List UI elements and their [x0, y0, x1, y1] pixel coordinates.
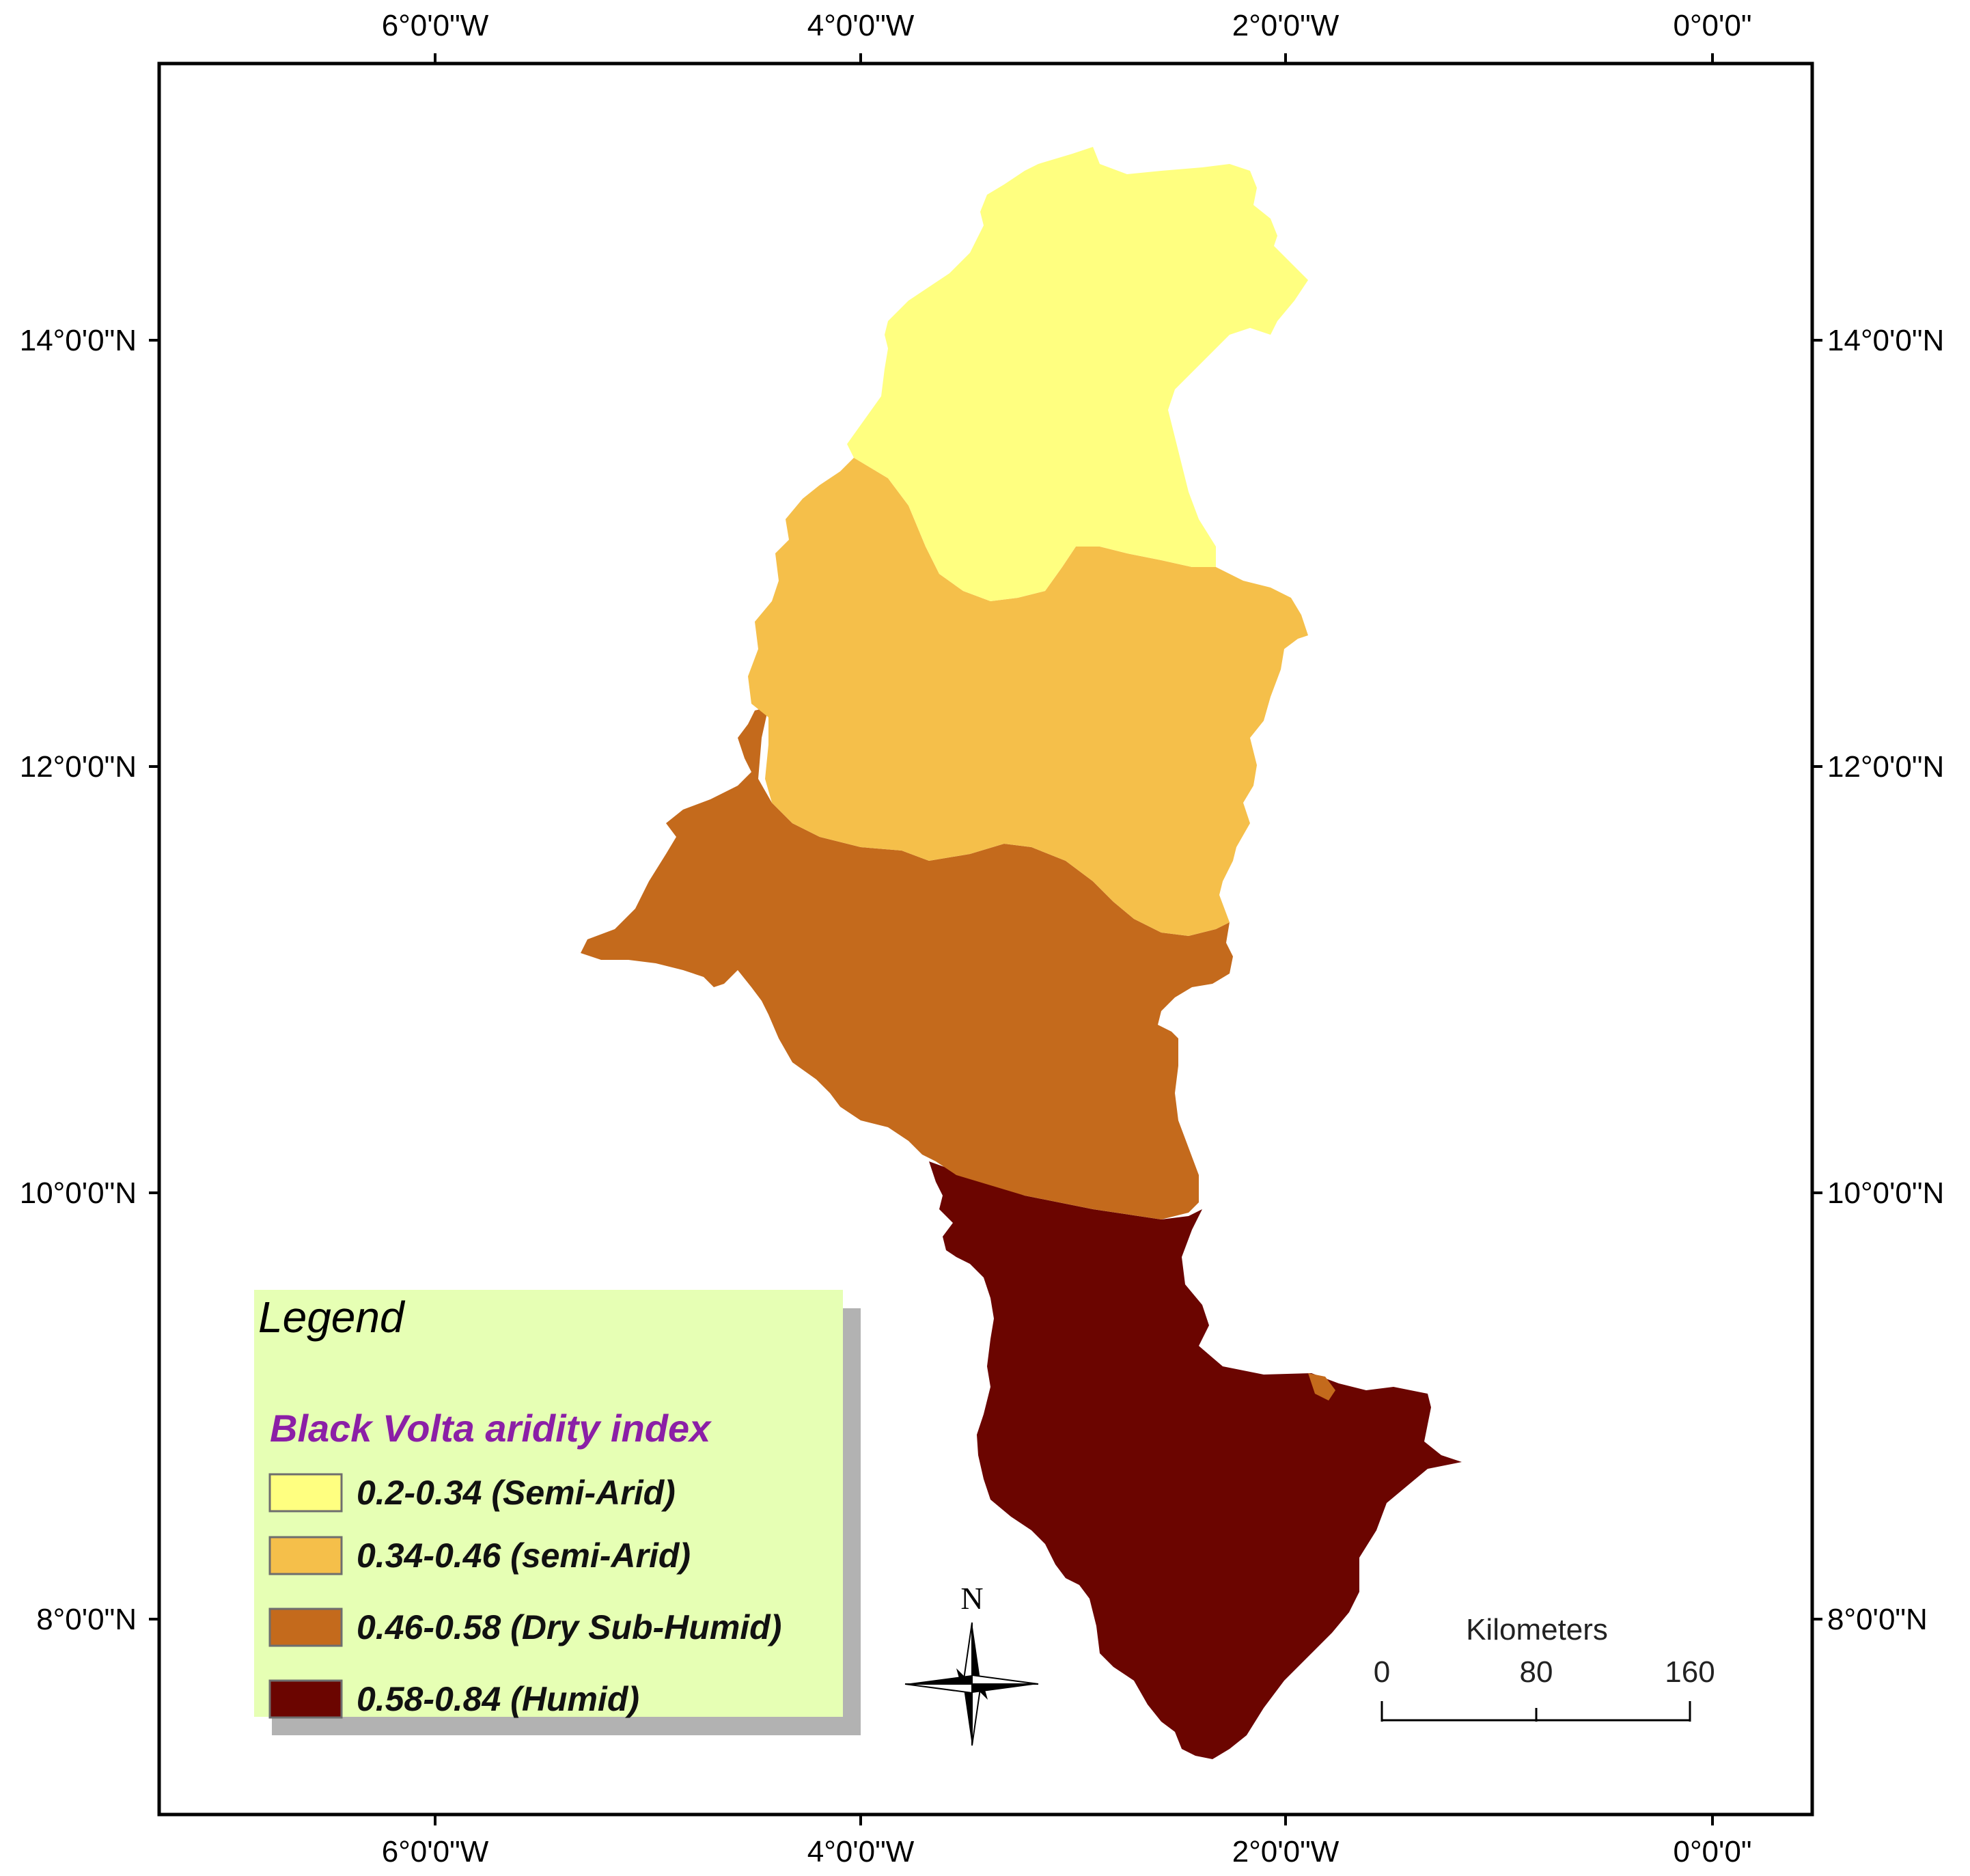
legend-item-label: 0.34-0.46 (semi-Arid): [357, 1536, 691, 1575]
legend-swatch: [268, 1608, 343, 1647]
scale-tick-label: 80: [1520, 1655, 1553, 1689]
right-tick-label: 10°0'0"N: [1827, 1176, 1944, 1210]
legend-box: [254, 1290, 843, 1717]
legend-swatch: [268, 1679, 343, 1719]
scale-unit: Kilometers: [1466, 1613, 1608, 1646]
zone-semi-arid-middle: [748, 458, 1308, 936]
bottom-tick-label: 4°0'0"W: [807, 1835, 915, 1868]
left-tick-label: 14°0'0"N: [20, 324, 137, 357]
legend-item: 0.58-0.84 (Humid): [268, 1679, 639, 1719]
zone-semi-arid-north: [847, 147, 1308, 601]
right-tick-label: 12°0'0"N: [1827, 750, 1944, 784]
legend-item: 0.46-0.58 (Dry Sub-Humid): [268, 1608, 781, 1647]
legend-subtitle: Black Volta aridity index: [270, 1407, 712, 1450]
left-axis: [149, 339, 159, 1620]
legend-swatch: [268, 1473, 343, 1513]
legend-item-label: 0.46-0.58 (Dry Sub-Humid): [357, 1608, 781, 1646]
zone-speckle: [1308, 1373, 1335, 1401]
bottom-tick-label: 2°0'0"W: [1232, 1835, 1340, 1868]
top-tick-label: 2°0'0"W: [1232, 9, 1340, 42]
top-axis: [434, 53, 1714, 64]
zone-dry-sub-humid: [581, 707, 1233, 1219]
basin-zones: [581, 147, 1462, 1759]
zone-humid: [929, 1161, 1462, 1759]
legend-item: 0.34-0.46 (semi-Arid): [268, 1536, 691, 1575]
legend-swatch: [268, 1536, 343, 1575]
left-tick-label: 10°0'0"N: [20, 1176, 137, 1210]
bottom-axis: [434, 1815, 1714, 1825]
top-tick-label: 6°0'0"W: [382, 9, 489, 42]
legend-item-label: 0.2-0.34 (Semi-Arid): [357, 1474, 676, 1512]
right-tick-label: 14°0'0"N: [1827, 324, 1944, 357]
scale-bar: Kilometers 0 80 160: [1374, 1613, 1715, 1722]
top-tick-label: 0°0'0": [1673, 9, 1751, 42]
bottom-tick-label: 0°0'0": [1673, 1835, 1751, 1868]
north-label: N: [960, 1581, 983, 1616]
bottom-tick-label: 6°0'0"W: [382, 1835, 489, 1868]
legend-item-label: 0.58-0.84 (Humid): [357, 1680, 639, 1718]
right-tick-label: 8°0'0"N: [1827, 1603, 1928, 1636]
north-arrow-icon: N: [904, 1581, 1039, 1746]
scale-tick-label: 160: [1665, 1655, 1715, 1689]
left-tick-label: 8°0'0"N: [36, 1603, 137, 1636]
scale-tick-label: 0: [1374, 1655, 1390, 1689]
right-axis: [1812, 339, 1822, 1620]
top-tick-label: 4°0'0"W: [807, 9, 915, 42]
left-tick-label: 12°0'0"N: [20, 750, 137, 784]
legend-item: 0.2-0.34 (Semi-Arid): [268, 1473, 676, 1513]
legend-title: Legend: [258, 1293, 406, 1342]
